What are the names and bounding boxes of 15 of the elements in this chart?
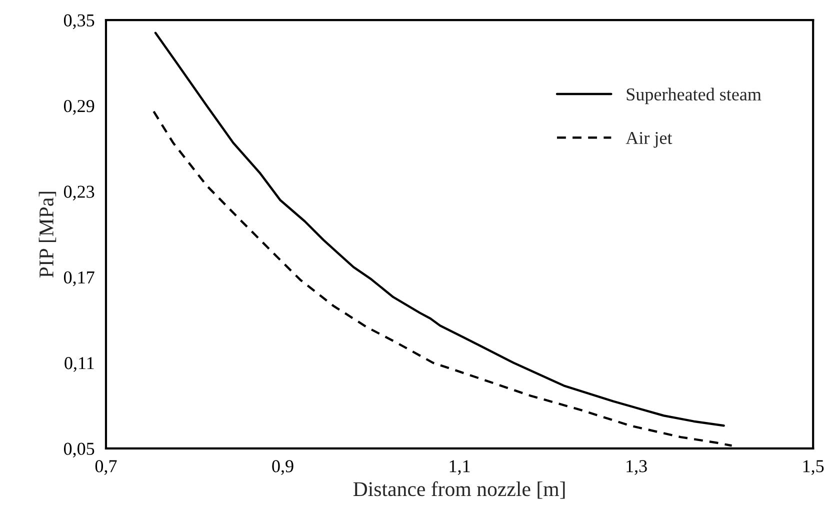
y-tick-label: 0,29 <box>64 100 94 115</box>
y-tick-label: 0,17 <box>64 271 94 286</box>
y-tick-label: 0,05 <box>64 442 94 458</box>
y-tick-label: 0,23 <box>64 186 94 200</box>
x-tick-label: 1,5 <box>803 460 824 475</box>
y-axis-title: PIP [MPa] <box>38 192 56 278</box>
y-tick-label: 0,35 <box>64 14 94 30</box>
x-tick-label: 1,3 <box>626 460 647 475</box>
legend-label: Superheated steam <box>626 88 762 104</box>
legend-label: Air jet <box>626 132 672 148</box>
x-axis-title: Distance from nozzle [m] <box>353 481 565 499</box>
x-tick-label: 0,7 <box>95 460 117 475</box>
y-tick-label: 0,11 <box>64 357 94 372</box>
x-tick-label: 1,1 <box>450 460 470 475</box>
x-tick-label: 0,9 <box>272 460 294 475</box>
